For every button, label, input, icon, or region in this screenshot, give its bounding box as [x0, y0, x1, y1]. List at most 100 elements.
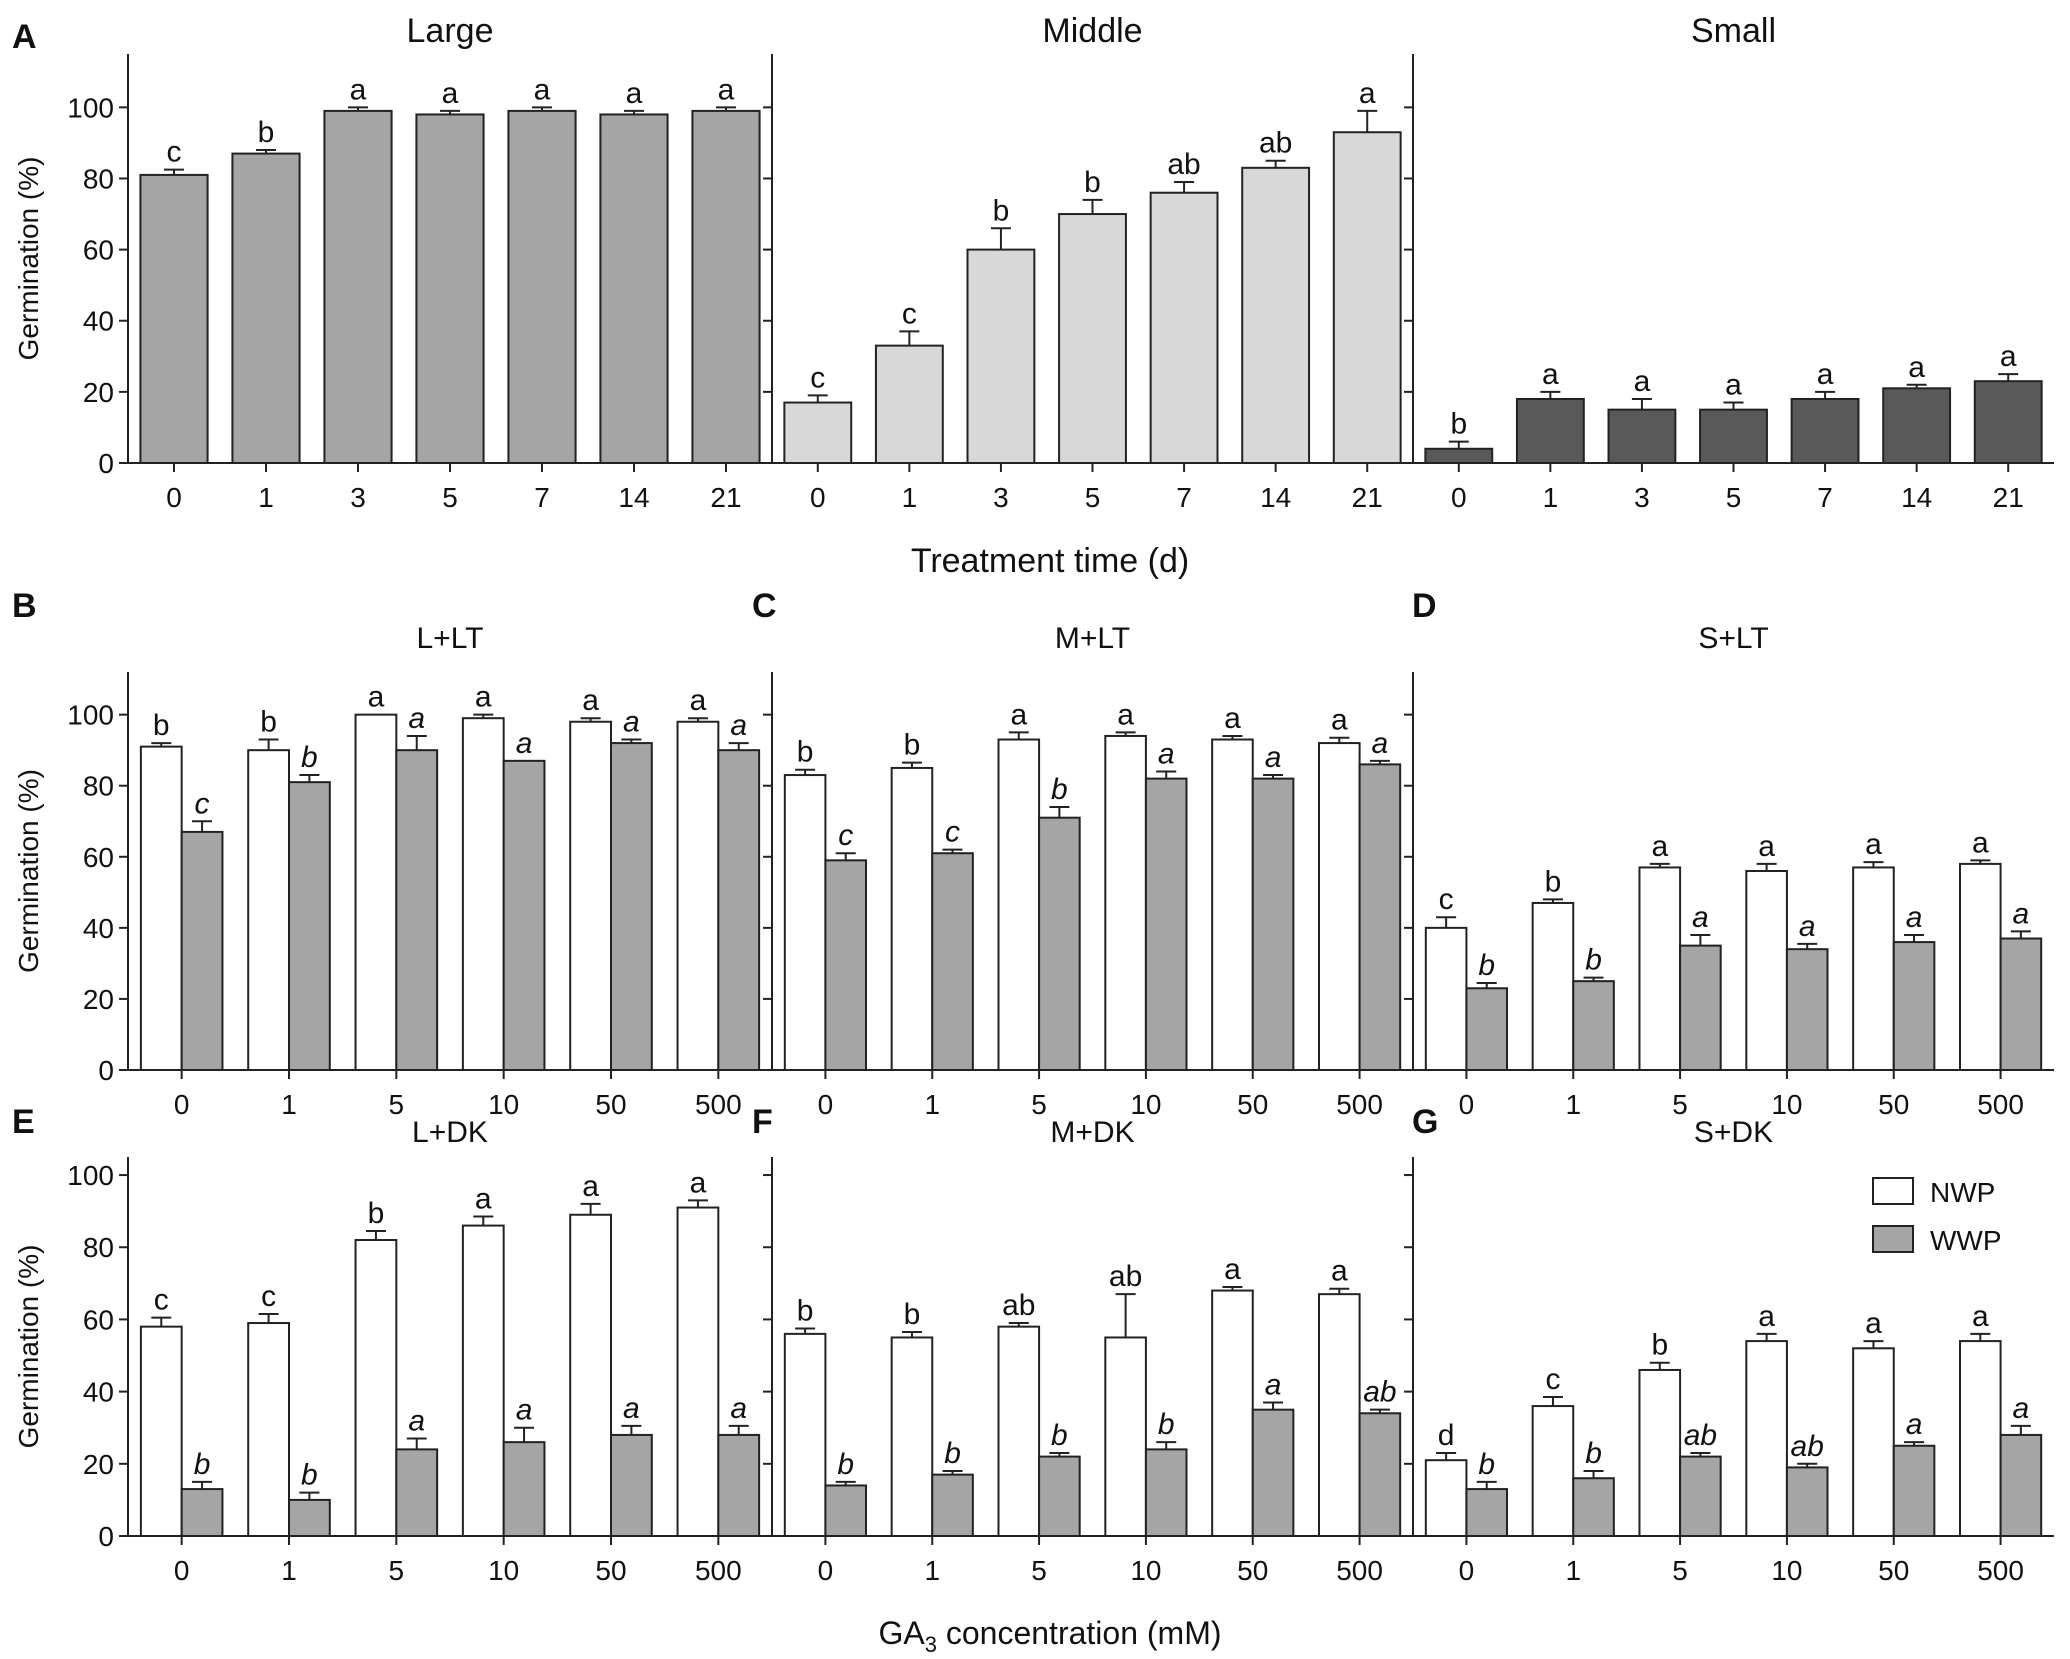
- significance-label: ab: [1791, 1430, 1824, 1463]
- significance-label: a: [2013, 1392, 2030, 1425]
- bar: [1679, 1455, 1722, 1537]
- bar: [1785, 1466, 1829, 1538]
- x-tick-label: 7: [1817, 482, 1833, 513]
- x-tick-label: 10: [1130, 1089, 1161, 1120]
- significance-label: b: [1450, 408, 1467, 441]
- panel-title: S+LT: [1698, 622, 1768, 655]
- y-tick-label: 20: [83, 984, 114, 1015]
- significance-label: a: [1651, 830, 1668, 863]
- legend: NWP WWP: [1872, 1177, 2002, 1256]
- significance-label: a: [1906, 1408, 1923, 1441]
- bar: [1892, 941, 1936, 1071]
- x-tick-label: 10: [1130, 1555, 1161, 1586]
- bar: [1973, 380, 2043, 465]
- bar: [461, 1224, 505, 1537]
- x-tick-label: 5: [1672, 1089, 1688, 1120]
- significance-label: c: [902, 297, 917, 330]
- bar: [1572, 1477, 1615, 1537]
- significance-label: a: [690, 1166, 707, 1199]
- bar: [610, 1433, 653, 1538]
- x-tick-label: 10: [1771, 1089, 1802, 1120]
- bar: [1149, 191, 1219, 464]
- bar: [1745, 870, 1788, 1071]
- x-tick-label: 500: [1336, 1089, 1383, 1120]
- significance-label: a: [1158, 738, 1175, 771]
- panel-letter: A: [12, 18, 37, 56]
- bar: [1999, 1433, 2043, 1538]
- y-tick-label: 0: [98, 448, 114, 479]
- significance-label: c: [154, 1284, 169, 1317]
- panel-letter: E: [12, 1103, 35, 1141]
- significance-label: c: [810, 361, 825, 394]
- bar: [1358, 763, 1402, 1072]
- x-tick-label: 1: [1565, 1089, 1581, 1120]
- x-tick-label: 0: [810, 482, 826, 513]
- bar: [676, 1206, 720, 1537]
- bar: [1424, 447, 1494, 465]
- bar: [569, 1213, 612, 1538]
- significance-label: a: [623, 1392, 640, 1425]
- x-tick-label: 3: [350, 482, 366, 513]
- significance-label: b: [1585, 944, 1602, 977]
- x-tick-label: 1: [902, 482, 918, 513]
- significance-label: a: [1865, 1307, 1882, 1340]
- x-tick-label: 0: [174, 1089, 190, 1120]
- significance-label: a: [1972, 1300, 1989, 1333]
- panel-title: Middle: [1042, 12, 1142, 50]
- y-tick-label: 0: [98, 1521, 114, 1552]
- panel-title: Small: [1691, 12, 1776, 50]
- significance-label: a: [1265, 1368, 1282, 1401]
- bar: [288, 781, 331, 1071]
- x-tick-label: 50: [1237, 1089, 1268, 1120]
- significance-label: c: [167, 136, 182, 169]
- panel-sub-1: Middle 0 c 1 c 3 b 5 b 7 ab 14 ab 21 a: [763, 12, 1413, 513]
- x-tick-label: 14: [618, 482, 649, 513]
- bar: [874, 344, 944, 465]
- significance-label: a: [626, 77, 643, 110]
- x-tick-label: 5: [1031, 1089, 1047, 1120]
- significance-label: a: [1692, 901, 1709, 934]
- significance-label: b: [153, 709, 170, 742]
- bar: [824, 1484, 868, 1538]
- bar: [502, 759, 546, 1071]
- significance-label: a: [730, 709, 747, 742]
- bar: [1424, 1459, 1468, 1537]
- panel-A: 0 20 40 60 80 100 Large A Germination (%) 0 c 1 b 3 a 5…: [12, 12, 772, 513]
- x-tick-label: 50: [1237, 1555, 1268, 1586]
- x-tick-label: 14: [1901, 482, 1932, 513]
- x-tick-label: 500: [695, 1555, 742, 1586]
- panel-title: M+LT: [1055, 622, 1130, 655]
- bar: [247, 1322, 290, 1537]
- bar: [997, 1325, 1041, 1537]
- significance-label: a: [516, 727, 533, 760]
- bar: [824, 859, 868, 1072]
- x-tick-label: 7: [534, 482, 550, 513]
- panel-F: M+DK F 0 b b 1 b b 5 ab b 10 ab b 50 a a 500 a ab: [752, 1103, 1413, 1586]
- y-tick-label: 0: [98, 1055, 114, 1086]
- y-tick-label: 100: [67, 1160, 114, 1191]
- significance-label: b: [1051, 1419, 1068, 1452]
- bar: [1852, 866, 1895, 1071]
- panel-title: L+LT: [417, 622, 484, 655]
- x-tick-label: 5: [389, 1089, 405, 1120]
- panel-title: L+DK: [412, 1116, 488, 1149]
- bar: [1358, 1412, 1402, 1538]
- x-tick-label: 0: [174, 1555, 190, 1586]
- significance-label: ab: [1167, 148, 1200, 181]
- panel-E: 0 20 40 60 80 100 L+DK E Germination (%) 0 c b 1 c b 5 b…: [12, 1103, 772, 1586]
- significance-label: ab: [1363, 1376, 1396, 1409]
- bar: [1104, 1336, 1147, 1537]
- x-tick-label: 10: [488, 1555, 519, 1586]
- significance-label: a: [730, 1392, 747, 1425]
- x-tick-label: 10: [1771, 1555, 1802, 1586]
- significance-label: a: [408, 702, 425, 735]
- bar: [507, 109, 577, 464]
- bar: [354, 713, 398, 1072]
- bar: [599, 113, 669, 464]
- x-tick-label: 14: [1260, 482, 1291, 513]
- bar: [247, 749, 290, 1072]
- bar: [323, 109, 393, 464]
- significance-label: a: [2013, 897, 2030, 930]
- bar: [691, 109, 761, 464]
